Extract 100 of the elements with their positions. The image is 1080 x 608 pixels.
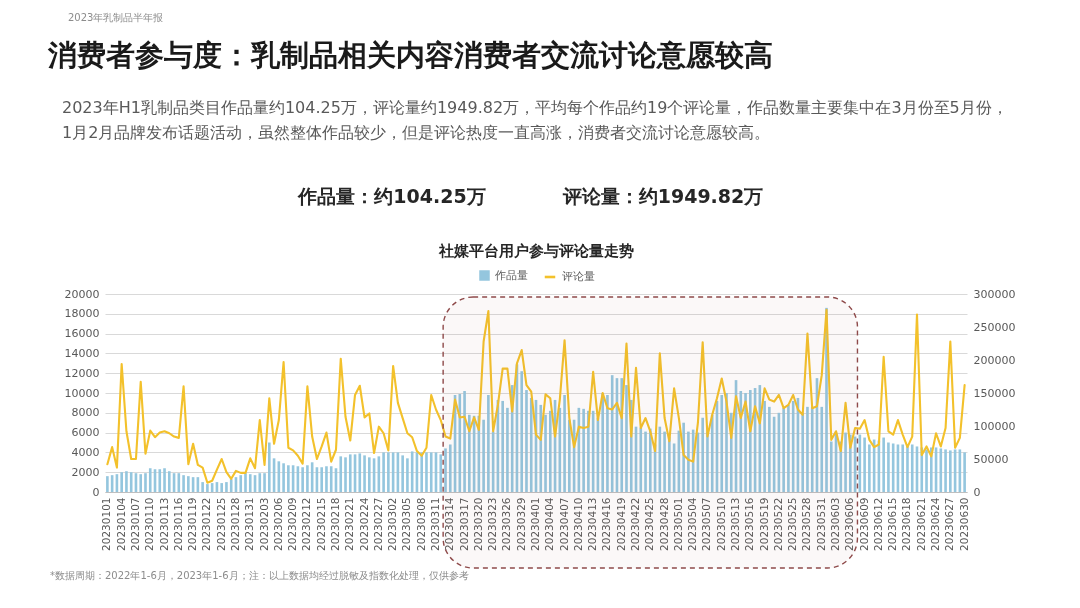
x-tick-label: 20230314 xyxy=(443,497,456,551)
bar xyxy=(267,442,271,492)
bar xyxy=(801,412,805,492)
bar xyxy=(139,474,143,492)
y2-tick-label: 250000 xyxy=(973,320,1016,334)
bar xyxy=(420,452,424,492)
y2-tick-label: 100000 xyxy=(973,419,1016,433)
y-tick-label: 6000 xyxy=(71,426,100,440)
bar xyxy=(358,453,362,492)
x-tick-label: 20230308 xyxy=(414,497,427,551)
y-tick-label: 20000 xyxy=(64,287,100,301)
text: 作品量：约104.25万 xyxy=(297,185,486,207)
bar xyxy=(120,472,123,492)
bar xyxy=(463,391,466,492)
bar xyxy=(806,406,809,492)
x-tick-label: 20230311 xyxy=(428,497,441,551)
bar xyxy=(125,471,128,492)
bar xyxy=(482,419,485,492)
bar xyxy=(829,441,833,492)
x-tick-label: 20230627 xyxy=(943,497,956,551)
bar xyxy=(339,456,343,492)
y-tick-label: 10000 xyxy=(64,386,100,400)
text: 评论量：约1949.82万 xyxy=(561,185,764,207)
x-tick-label: 20230128 xyxy=(228,497,241,551)
bar xyxy=(763,400,766,492)
x-tick-label: 20230401 xyxy=(529,497,541,551)
bar xyxy=(148,468,152,492)
bar xyxy=(187,476,190,492)
bar xyxy=(487,394,490,492)
x-tick-label: 20230504 xyxy=(686,497,699,551)
x-tick-label: 20230224 xyxy=(357,497,370,551)
bar xyxy=(182,475,185,492)
y-tick-label: 12000 xyxy=(64,366,100,380)
x-tick-label: 20230122 xyxy=(200,497,213,551)
bar xyxy=(158,469,162,492)
bar xyxy=(720,394,724,492)
bar xyxy=(382,452,385,492)
y-tick-label: 14000 xyxy=(64,346,100,360)
x-tick-label: 20230302 xyxy=(386,497,399,551)
bar xyxy=(744,393,747,492)
bar xyxy=(106,476,109,492)
bar xyxy=(167,471,171,492)
bar xyxy=(606,394,609,492)
x-tick-label: 20230522 xyxy=(771,497,784,551)
x-tick-label: 20230317 xyxy=(457,497,470,551)
x-tick-label: 20230507 xyxy=(700,497,713,551)
bar xyxy=(325,466,328,492)
bar xyxy=(520,371,524,492)
y2-tick-label: 300000 xyxy=(973,287,1016,301)
bar xyxy=(129,472,133,492)
bar xyxy=(525,390,528,492)
x-tick-label: 20230513 xyxy=(729,497,742,551)
bar xyxy=(701,417,704,492)
bar xyxy=(458,393,462,492)
y-tick-label: 18000 xyxy=(64,307,100,321)
bar xyxy=(820,406,824,492)
bar xyxy=(163,468,166,492)
x-tick-label: 20230510 xyxy=(714,497,727,551)
bar xyxy=(548,410,552,492)
x-tick-label: 20230422 xyxy=(629,497,642,551)
y2-tick-label: 200000 xyxy=(973,353,1016,367)
x-tick-label: 20230212 xyxy=(300,497,313,551)
bar xyxy=(868,444,871,492)
x-tick-label: 20230606 xyxy=(843,497,856,551)
bar xyxy=(939,448,943,492)
bar xyxy=(863,437,866,492)
y2-tick-label: 150000 xyxy=(973,386,1016,400)
x-tick-label: 20230203 xyxy=(257,497,270,551)
bar xyxy=(663,431,666,492)
bar xyxy=(201,482,204,492)
x-tick-label: 20230215 xyxy=(314,497,327,551)
x-tick-label: 20230329 xyxy=(514,497,527,551)
x-tick-label: 20230519 xyxy=(757,497,770,551)
x-tick-label: 20230206 xyxy=(271,497,284,551)
legend-label: 作品量 xyxy=(494,268,528,282)
bar xyxy=(329,466,333,492)
bar xyxy=(306,465,309,492)
bar xyxy=(258,473,262,492)
bar xyxy=(429,452,433,492)
x-tick-label: 20230528 xyxy=(800,497,813,551)
x-tick-label: 20230516 xyxy=(743,497,756,551)
y-tick-label: 2000 xyxy=(71,465,100,479)
text: *数据周期：2022年1-6月，2023年1-6月；注：以上数据均经过脱敏及指数化处理，仅供参考 xyxy=(50,570,469,581)
x-tick-label: 20230326 xyxy=(500,497,513,551)
bar xyxy=(506,407,509,492)
bar xyxy=(248,474,252,492)
x-tick-label: 20230131 xyxy=(243,497,256,551)
bar xyxy=(468,414,471,492)
bar xyxy=(687,431,690,492)
bar xyxy=(320,467,323,492)
bar xyxy=(282,463,285,492)
y2-tick-label: 50000 xyxy=(973,452,1009,466)
x-tick-label: 20230615 xyxy=(886,497,899,551)
bar xyxy=(348,454,352,492)
legend-label: 评论量 xyxy=(562,270,595,283)
x-tick-label: 20230618 xyxy=(900,497,913,551)
x-tick-label: 20230113 xyxy=(157,497,170,551)
bar xyxy=(301,467,304,492)
x-tick-label: 20230501 xyxy=(671,497,684,551)
bar xyxy=(448,444,452,492)
